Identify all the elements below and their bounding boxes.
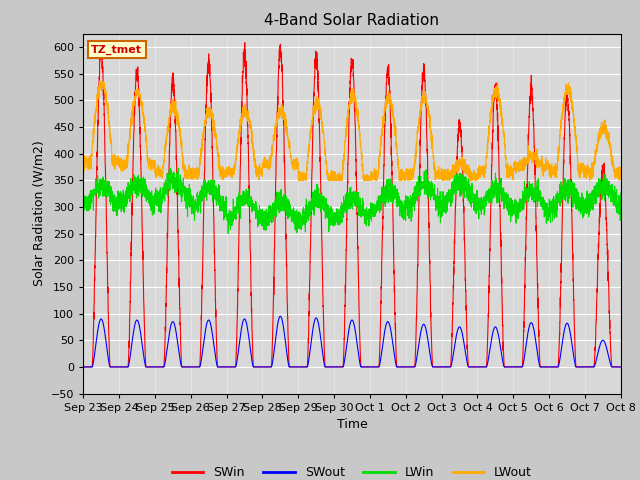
LWout: [96, 79, 104, 84]
LWout: [616, 176, 624, 182]
LWout: [332, 176, 340, 181]
SWout: [616, 364, 624, 370]
LWout: [617, 176, 625, 182]
SWin: [472, 364, 480, 370]
LWin: [79, 195, 87, 201]
LWin: [225, 231, 232, 237]
LWin: [332, 215, 340, 220]
LWout: [443, 175, 451, 180]
SWin: [617, 364, 625, 370]
LWout: [79, 157, 87, 163]
Line: LWin: LWin: [83, 168, 621, 234]
LWin: [175, 165, 182, 171]
SWin: [616, 364, 624, 370]
LWout: [294, 178, 302, 183]
SWin: [176, 306, 184, 312]
Line: LWout: LWout: [83, 82, 621, 180]
LWout: [503, 167, 511, 172]
LWout: [473, 172, 481, 178]
LWin: [473, 208, 481, 214]
SWout: [276, 313, 284, 319]
X-axis label: Time: Time: [337, 418, 367, 431]
SWout: [176, 355, 184, 361]
SWin: [241, 40, 248, 46]
SWout: [472, 364, 480, 370]
Y-axis label: Solar Radiation (W/m2): Solar Radiation (W/m2): [32, 141, 45, 287]
LWin: [176, 180, 184, 186]
LWin: [443, 200, 451, 205]
SWout: [79, 364, 87, 370]
SWin: [79, 364, 87, 370]
SWout: [332, 364, 340, 370]
LWout: [176, 126, 184, 132]
Legend: SWin, SWout, LWin, LWout: SWin, SWout, LWin, LWout: [167, 461, 537, 480]
LWin: [617, 190, 625, 195]
SWin: [332, 364, 340, 370]
SWout: [617, 364, 625, 370]
SWout: [503, 364, 511, 370]
SWin: [503, 364, 511, 370]
Text: TZ_tmet: TZ_tmet: [92, 44, 142, 55]
SWin: [443, 364, 451, 370]
Title: 4-Band Solar Radiation: 4-Band Solar Radiation: [264, 13, 440, 28]
LWin: [616, 217, 624, 223]
SWout: [443, 364, 451, 370]
Line: SWin: SWin: [83, 43, 621, 367]
Line: SWout: SWout: [83, 316, 621, 367]
LWin: [503, 204, 511, 210]
